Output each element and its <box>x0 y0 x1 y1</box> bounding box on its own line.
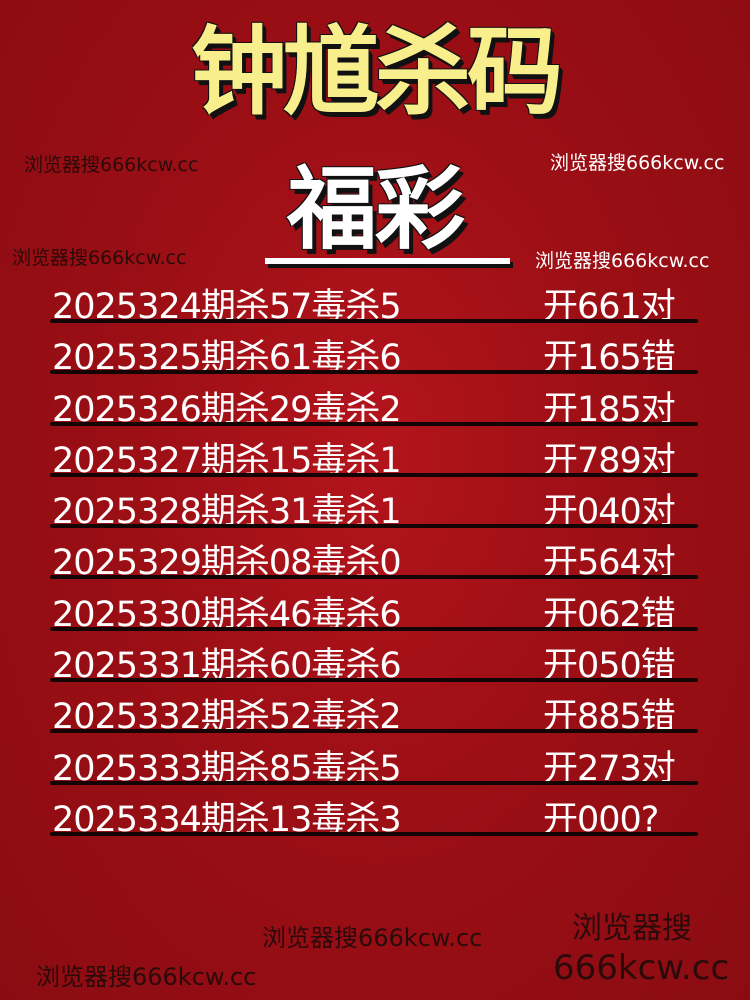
watermark: 浏览器搜666kcw.cc <box>12 247 187 269</box>
watermark: 666kcw.cc <box>553 948 730 988</box>
row-underline <box>50 421 698 426</box>
subtitle-underline <box>265 258 510 264</box>
row-underline <box>50 370 698 375</box>
row-underline <box>50 319 698 323</box>
list-item: 2025326期杀29毒杀2 开185对 <box>0 379 750 430</box>
row-underline <box>50 678 698 683</box>
watermark: 浏览器搜666kcw.cc <box>550 152 725 174</box>
list-item: 2025324期杀57毒杀5 开661对 <box>0 276 750 327</box>
row-underline <box>50 575 698 580</box>
row-underline <box>50 626 698 631</box>
row-underline <box>50 524 698 529</box>
results-list: 2025324期杀57毒杀5 开661对 2025325期杀61毒杀6 开165错 … <box>0 276 750 840</box>
row-underline <box>50 831 698 836</box>
list-item: 2025328期杀31毒杀1 开040对 <box>0 481 750 532</box>
list-item: 2025329期杀08毒杀0 开564对 <box>0 532 750 583</box>
watermark: 浏览器搜666kcw.cc <box>24 154 199 176</box>
watermark: 浏览器搜666kcw.cc <box>535 250 710 272</box>
watermark: 浏览器搜 <box>572 911 692 946</box>
row-underline <box>50 729 698 734</box>
list-item: 2025331期杀60毒杀6 开050错 <box>0 635 750 686</box>
list-item: 2025327期杀15毒杀1 开789对 <box>0 430 750 481</box>
row-underline <box>50 472 698 477</box>
list-item: 2025334期杀13毒杀3 开000? <box>0 789 750 840</box>
poster-title: 钟馗杀码 <box>191 16 563 128</box>
watermark: 浏览器搜666kcw.cc <box>36 963 257 991</box>
list-item: 2025332期杀52毒杀2 开885错 <box>0 686 750 737</box>
poster-subtitle: 福彩 <box>287 157 465 262</box>
list-item: 2025325期杀61毒杀6 开165错 <box>0 327 750 378</box>
watermark: 浏览器搜666kcw.cc <box>262 924 483 952</box>
row-underline <box>50 780 698 785</box>
list-item: 2025330期杀46毒杀6 开062错 <box>0 584 750 635</box>
list-item: 2025333期杀85毒杀5 开273对 <box>0 738 750 789</box>
